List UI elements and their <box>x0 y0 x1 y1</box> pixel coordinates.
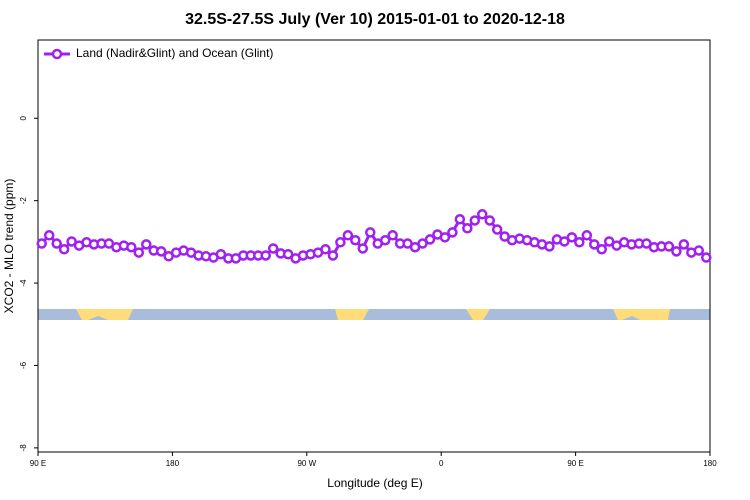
legend-marker <box>51 48 63 60</box>
data-point <box>43 230 55 241</box>
data-point <box>58 244 70 255</box>
data-point <box>462 223 473 234</box>
land-area <box>466 309 490 320</box>
data-point <box>424 234 436 245</box>
data-point <box>387 230 398 241</box>
chart-title: 32.5S-27.5S July (Ver 10) 2015-01-01 to … <box>185 11 565 28</box>
data-point <box>484 215 495 226</box>
data-point <box>51 238 62 249</box>
data-point <box>454 213 466 225</box>
x-tick-label: 180 <box>166 459 180 468</box>
data-point <box>581 230 593 241</box>
data-point <box>491 224 503 235</box>
y-tick-label: -6 <box>19 361 28 369</box>
y-tick-label: 0 <box>19 116 28 121</box>
data-point <box>126 241 137 253</box>
y-axis-label: XCO2 - MLO trend (ppm) <box>2 179 16 314</box>
data-point <box>439 232 451 243</box>
ocean-band <box>38 309 710 320</box>
x-tick-label: 90 E <box>567 459 583 468</box>
data-point <box>566 232 578 243</box>
data-point <box>141 239 152 250</box>
data-point <box>447 227 458 238</box>
y-tick-label: -8 <box>19 444 28 452</box>
data-point <box>701 252 712 263</box>
land-area <box>335 309 369 320</box>
data-point <box>477 209 488 220</box>
data-point <box>603 236 615 247</box>
data-point <box>282 248 294 260</box>
x-tick-label: 0 <box>439 459 444 468</box>
legend-label: Land (Nadir&Glint) and Ocean (Glint) <box>76 46 273 60</box>
data-point <box>379 234 391 246</box>
data-point <box>417 238 428 249</box>
data-point <box>36 238 47 249</box>
y-tick-label: -2 <box>19 197 28 205</box>
data-point <box>342 230 354 241</box>
data-point <box>574 237 585 248</box>
data-point <box>663 241 675 252</box>
data-point <box>350 234 361 246</box>
data-point <box>133 247 145 258</box>
data-point <box>327 250 339 261</box>
land-area <box>613 309 670 320</box>
data-point <box>693 245 705 256</box>
data-point <box>267 243 279 254</box>
y-tick-label: -4 <box>19 279 28 287</box>
land-ocean-strip <box>38 309 710 320</box>
data-point <box>671 246 682 257</box>
x-tick-label: 180 <box>703 459 717 468</box>
data-point <box>469 215 481 226</box>
data-point <box>544 241 555 252</box>
data-point <box>215 248 227 260</box>
data-point <box>365 227 376 238</box>
data-point <box>155 246 167 257</box>
data-point <box>357 243 369 254</box>
data-point <box>596 244 607 255</box>
x-tick-label: 90 W <box>297 459 316 468</box>
data-point <box>589 239 600 250</box>
data-point <box>559 236 570 247</box>
data-point <box>335 237 346 248</box>
x-axis-label: Longitude (deg E) <box>327 476 422 490</box>
x-tick-label: 90 E <box>30 459 46 468</box>
data-point <box>260 250 271 261</box>
data-point <box>320 244 331 255</box>
data-point <box>678 239 690 250</box>
data-point <box>66 236 77 247</box>
land-area <box>76 309 133 320</box>
